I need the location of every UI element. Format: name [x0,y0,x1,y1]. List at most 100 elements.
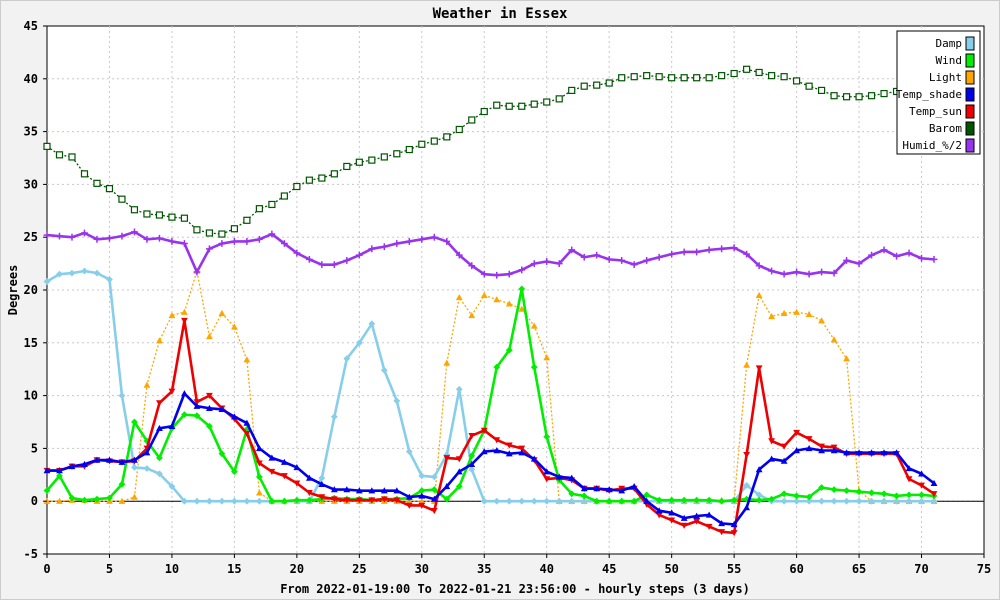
wind-point [268,497,276,505]
wind-point [718,497,726,505]
damp-point [543,497,551,505]
temp-shade-point [743,504,751,511]
temp-sun-point [443,455,451,462]
damp-point [255,497,263,505]
y-tick-label: 30 [24,177,38,191]
legend-swatch-barom [965,121,975,136]
humid-2-point [280,240,288,247]
temp-shade-point [181,390,188,397]
barom-point [218,230,226,238]
temp-shade-point [868,449,875,456]
wind-point [43,487,51,495]
humid-2-point [655,253,663,261]
humid-2-point [780,270,788,278]
barom-point [842,93,851,101]
damp-point [193,497,201,505]
y-tick-label: 40 [24,72,38,86]
temp-shade-point [418,492,426,499]
wind-point [193,412,201,420]
damp-point [118,392,126,399]
humid-2-point [705,246,713,254]
damp-point [418,472,426,480]
barom-point [518,102,526,110]
y-tick-label: 10 [24,389,38,403]
temp-sun-point [655,512,663,519]
barom-point [130,206,139,214]
wind-point [793,492,800,500]
temp-shade-point [780,457,788,464]
humid-2-point [405,238,413,245]
series-temp-sun [43,317,938,537]
humid-2-point [218,240,226,247]
humid-2-point [880,246,888,254]
temp-sun-point [480,427,488,434]
barom-point [118,195,126,203]
temp-shade-point [855,449,863,456]
light-point [255,489,263,496]
humid-2-point [505,270,513,278]
humid-2-point [593,251,601,259]
damp-point [380,366,388,374]
light-point [218,309,226,316]
light-point [768,313,776,320]
wind-point [655,496,663,504]
temp-sun-point [268,468,276,476]
temp-shade-point [893,449,900,456]
axis-ticks: 0 5 10 15 20 25 30 35 40 45 50 55 60 65 70 75 -5 0 5 10 15 20… [24,19,992,576]
temp-shade-point [443,483,451,490]
damp-point [868,497,875,505]
temp-shade-point [768,455,776,462]
damp-point [505,497,513,505]
wind-point [755,496,763,504]
temp-shade-point [368,487,376,494]
temp-shade-point [805,445,813,452]
barom-point [343,162,351,171]
humid-2-point [68,233,76,241]
wind-point [868,489,875,497]
humid-2-point [380,243,388,251]
legend-label-light: Light [929,71,962,84]
barom-point [568,86,576,95]
x-tick-label: 10 [165,562,179,576]
temp-sun-point [805,436,813,443]
temp-sun-point [368,497,376,504]
legend-swatch-temp-sun [965,104,975,119]
damp-point [518,497,526,505]
humid-2-point [81,229,88,237]
temp-sun-point [393,497,401,504]
temp-sun-point [780,443,788,450]
wind-point [805,493,813,501]
damp-point [493,497,501,505]
damp-point [568,497,576,505]
temp-shade-point [505,450,513,457]
humid-2-point [193,268,201,276]
temp-shade-point [818,447,825,454]
barom-point [355,158,363,166]
damp-point [755,491,763,499]
humid-2-point [106,234,113,242]
light-point [118,497,126,504]
series-layer [43,65,938,537]
damp-point [455,385,463,393]
barom-point [180,214,189,222]
damp-point [843,497,850,505]
damp-point [68,269,76,277]
wind-point [218,450,226,458]
humid-2-point [830,269,838,277]
humid-2-point [393,240,401,247]
damp-point [131,464,138,471]
temp-shade-point [255,445,263,452]
barom-point [805,82,813,90]
wind-point [705,496,713,504]
temp-shade-point [643,497,651,504]
legend-label-temp-sun: Temp_sun [909,105,962,118]
damp-point [318,474,326,482]
x-tick-label: 0 [43,562,50,576]
humid-2-point [330,261,338,269]
wind-point [280,497,288,505]
damp-point [231,497,238,505]
wind-point [830,486,838,493]
temp-shade-point [243,419,251,426]
y-tick-label: 35 [24,125,38,139]
temp-sun-point [355,497,363,504]
